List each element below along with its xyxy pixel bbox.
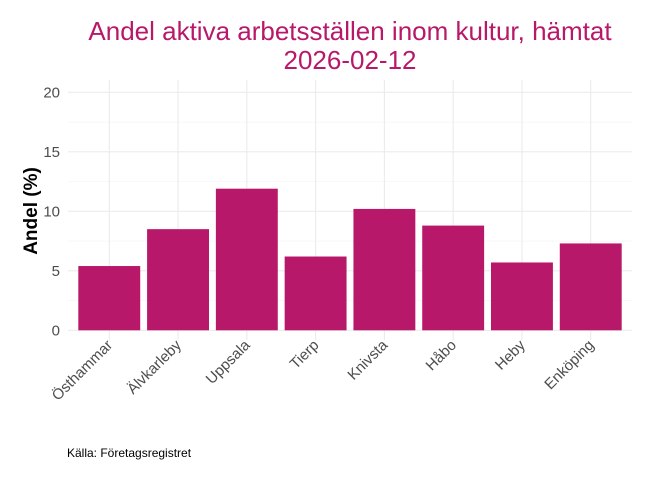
y-tick-label: 10 [43, 203, 60, 220]
x-tick-label: Älvkarleby [124, 336, 185, 397]
x-tick-label: Heby [492, 336, 529, 373]
bar-Tierp [284, 256, 347, 331]
bar-Östhammar [78, 266, 141, 331]
y-tick-label: 5 [52, 263, 60, 280]
bar-Knivsta [353, 208, 416, 331]
y-ticks: 0 5 10 15 20 [43, 84, 60, 339]
caption: Källa: Företagsregistret [67, 446, 192, 460]
x-tick-label: Östhammar [48, 336, 116, 404]
y-tick-label: 0 [52, 322, 60, 339]
bar-Uppsala [215, 188, 278, 331]
bar-Håbo [422, 225, 485, 331]
bars [78, 188, 622, 331]
x-tick-label: Enköping [541, 337, 597, 393]
y-tick-label: 15 [43, 144, 60, 161]
y-tick-label: 20 [43, 84, 60, 101]
bar-Heby [491, 262, 553, 331]
y-axis-label: Andel (%) [21, 167, 42, 255]
bar-Älvkarleby [147, 229, 209, 331]
x-tick-label: Håbo [423, 337, 460, 374]
chart-title-line-2: 2026-02-12 [284, 45, 417, 75]
chart-title-line-1: Andel aktiva arbetsställen inom kultur, … [88, 16, 612, 46]
x-tick-label: Knivsta [344, 336, 391, 383]
x-tick-label: Uppsala [203, 336, 254, 387]
x-ticks: Östhammar Älvkarleby Uppsala Tierp Knivsta Hå… [48, 336, 598, 404]
bar-Enköping [559, 243, 622, 331]
x-tick-label: Tierp [287, 337, 323, 373]
